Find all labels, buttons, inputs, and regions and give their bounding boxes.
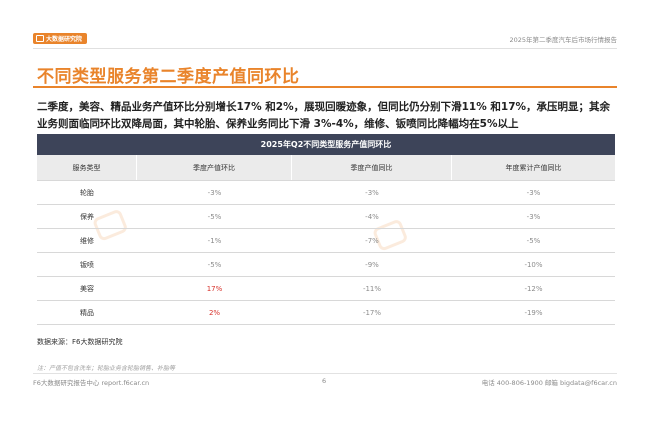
summary-text: 二季度，美容、精品业务产值环比分别增长17% 和2%，展现回暖迹象，但同比仍分别… (37, 101, 611, 130)
column-header-ytd: 年度累计产值同比 (505, 164, 562, 172)
header-divider (33, 48, 617, 49)
cell-yoy: -9% (365, 261, 379, 269)
column-header-yoy: 季度产值同比 (292, 155, 452, 180)
cell-ytd: -3% (526, 213, 541, 221)
cell-qoq: -5% (207, 261, 222, 269)
column-header-service-type: 服务类型 (37, 155, 137, 180)
page-number: 6 (322, 377, 327, 385)
cell-qoq: -1% (207, 237, 222, 245)
service-growth-table: 2025年Q2不同类型服务产值同环比 服务类型 季度产值环比 季度产值同比 年度… (37, 134, 615, 325)
table-row: 钣喷 -5% -9% -10% (37, 253, 615, 277)
table-title: 2025年Q2不同类型服务产值同环比 (37, 134, 615, 155)
report-name: 2025年第二季度汽车后市场行情报告 (509, 36, 617, 44)
table-row: 维修 -1% -7% -5% (37, 229, 615, 253)
footer-contact: 电话 400-806-1900 邮箱 bigdata@f6car.cn (481, 379, 617, 387)
cell-service-type: 保养 (80, 213, 94, 221)
logo-text: 大数据研究院 (46, 36, 83, 43)
cell-qoq: 17% (206, 285, 223, 293)
cell-ytd: -19% (524, 309, 543, 317)
data-source: 数据来源：F6大数据研究院 (37, 338, 123, 346)
cell-qoq: 2% (208, 309, 221, 317)
cell-yoy: -4% (365, 213, 379, 221)
table-header-row: 服务类型 季度产值环比 季度产值同比 年度累计产值同比 (37, 155, 615, 181)
cell-qoq: -3% (207, 189, 222, 197)
table-row: 精品 2% -17% -19% (37, 301, 615, 325)
cell-service-type: 精品 (80, 309, 94, 317)
cell-ytd: -12% (524, 285, 543, 293)
cell-ytd: -10% (524, 261, 543, 269)
brand-logo: 大数据研究院 (33, 33, 87, 44)
footnote: 注：产值不包含洗车；轮胎业务含轮胎销售、补胎等 (37, 365, 176, 372)
cell-qoq: -5% (207, 213, 222, 221)
cell-service-type: 轮胎 (80, 189, 94, 197)
footer-site: F6大数据研究报告中心 report.f6car.cn (33, 379, 150, 387)
cell-service-type: 美容 (80, 285, 94, 293)
cell-yoy: -11% (362, 285, 382, 293)
column-header-qoq: 季度产值环比 (137, 155, 292, 180)
table-row: 美容 17% -11% -12% (37, 277, 615, 301)
footer-divider (33, 373, 617, 374)
cell-yoy: -17% (362, 309, 382, 317)
cell-yoy: -7% (365, 237, 379, 245)
page-title: 不同类型服务第二季度产值同环比 (37, 67, 300, 87)
cell-ytd: -3% (526, 189, 541, 197)
table-row: 保养 -5% -4% -3% (37, 205, 615, 229)
logo-icon (36, 35, 44, 42)
cell-service-type: 维修 (80, 237, 94, 245)
table-row: 轮胎 -3% -3% -3% (37, 181, 615, 205)
cell-ytd: -5% (526, 237, 541, 245)
title-underline (33, 86, 617, 88)
table-body: 轮胎 -3% -3% -3% 保养 -5% -4% -3% 维修 -1% -7% -5% 钣喷 -5% -9… (37, 181, 615, 325)
cell-yoy: -3% (365, 189, 379, 197)
cell-service-type: 钣喷 (80, 261, 94, 269)
